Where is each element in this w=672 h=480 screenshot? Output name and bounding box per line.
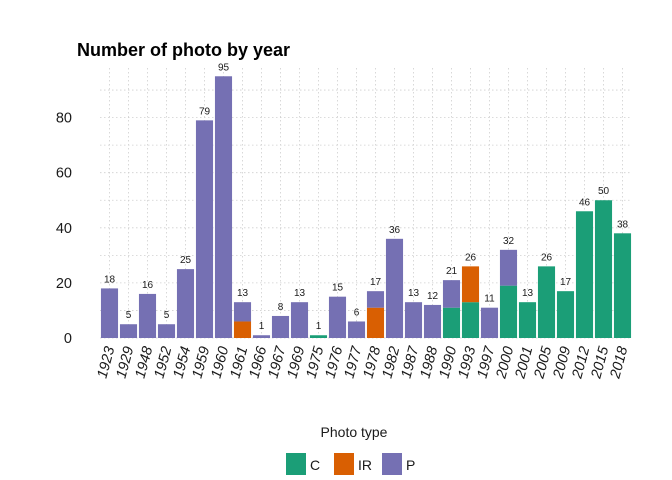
bar-segment-c	[518, 302, 537, 338]
legend-swatch	[382, 453, 402, 475]
legend-title: Photo type	[321, 424, 388, 440]
data-label: 95	[218, 62, 230, 73]
y-tick-label: 80	[56, 111, 72, 127]
data-label: 8	[278, 302, 284, 313]
bar-segment-p	[233, 302, 252, 322]
bar-segment-p	[119, 324, 138, 338]
chart-title: Number of photo by year	[77, 40, 290, 60]
bar-segment-ir	[233, 321, 252, 338]
data-label: 38	[617, 219, 629, 230]
data-label: 13	[237, 288, 249, 299]
y-tick-label: 40	[56, 221, 72, 237]
bar-segment-p	[404, 302, 423, 338]
data-label: 21	[446, 266, 458, 277]
data-label: 17	[560, 277, 572, 288]
bar-segment-p	[176, 269, 195, 338]
y-tick-label: 20	[56, 276, 72, 292]
legend-item-ir: IR	[334, 453, 372, 475]
bar-segment-ir	[366, 307, 385, 338]
bar-segment-p	[423, 304, 442, 338]
data-label: 26	[541, 252, 553, 263]
x-axis: 1923192919481952195419591960196119661967…	[95, 344, 632, 381]
data-label: 18	[104, 274, 116, 285]
data-label: 17	[370, 277, 382, 288]
bar-segment-p	[290, 302, 309, 338]
data-label: 12	[427, 291, 439, 302]
bar-segment-p	[347, 321, 366, 338]
y-tick-label: 60	[56, 166, 72, 182]
legend-label: P	[406, 457, 415, 473]
data-label: 5	[164, 310, 170, 321]
bar-segment-c	[537, 266, 556, 338]
legend: Photo type C IR P	[286, 424, 415, 475]
bar-segment-c	[309, 335, 328, 338]
data-label: 16	[142, 280, 154, 291]
data-label: 13	[522, 288, 534, 299]
data-label: 13	[408, 288, 420, 299]
bar-segment-c	[613, 233, 632, 338]
bar-segment-p	[366, 291, 385, 308]
bar-segment-p	[480, 307, 499, 338]
data-label: 5	[126, 310, 132, 321]
bar-segment-ir	[461, 266, 480, 303]
bar-segment-p	[328, 296, 347, 338]
bar-segment-c	[594, 200, 613, 338]
bar-segment-c	[461, 302, 480, 338]
data-label: 15	[332, 283, 344, 294]
bar-segment-p	[214, 76, 233, 338]
bar-segment-c	[556, 291, 575, 338]
bar-segment-p	[385, 238, 404, 338]
bar-segment-p	[252, 335, 271, 338]
data-label: 25	[180, 255, 192, 266]
data-label: 79	[199, 106, 211, 117]
bar-segment-p	[442, 280, 461, 308]
legend-item-p: P	[382, 453, 415, 475]
legend-swatch	[286, 453, 306, 475]
legend-item-c: C	[286, 453, 320, 475]
data-label: 26	[465, 252, 477, 263]
data-label: 36	[389, 225, 401, 236]
data-label: 46	[579, 197, 591, 208]
bars	[100, 76, 632, 338]
bar-segment-p	[100, 288, 119, 338]
bar-segment-p	[499, 249, 518, 286]
data-label: 1	[316, 321, 322, 332]
data-label: 32	[503, 236, 515, 247]
data-label: 1	[259, 321, 265, 332]
y-axis: 0 20 40 60 80	[56, 111, 72, 347]
data-label: 13	[294, 288, 306, 299]
bar-segment-c	[499, 285, 518, 338]
bar-segment-p	[271, 315, 290, 338]
legend-swatch	[334, 453, 354, 475]
bar-segment-p	[138, 293, 157, 338]
legend-label: C	[310, 457, 320, 473]
legend-label: IR	[358, 457, 372, 473]
bar-segment-c	[442, 307, 461, 338]
data-label: 11	[484, 294, 495, 305]
bar-segment-c	[575, 211, 594, 338]
data-label: 50	[598, 186, 610, 197]
y-tick-label: 0	[64, 331, 72, 347]
bar-segment-p	[195, 120, 214, 338]
data-label: 6	[354, 307, 360, 318]
bar-segment-p	[157, 324, 176, 338]
